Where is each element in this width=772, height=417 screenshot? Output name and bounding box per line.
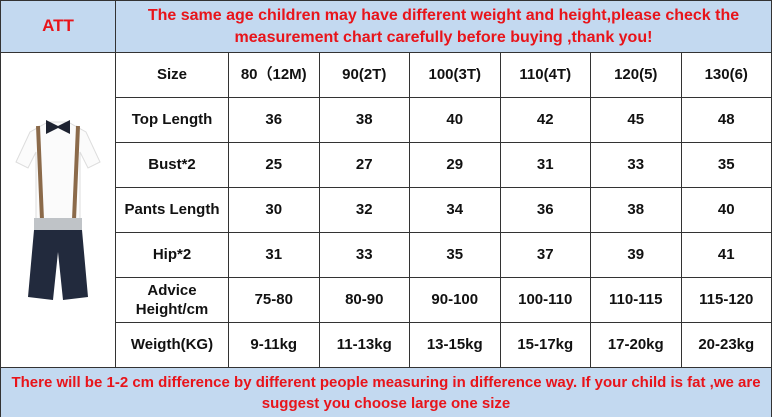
cell-value: 48 — [680, 97, 772, 143]
cell-value: 41 — [680, 232, 772, 278]
cell-value: 115-120 — [680, 277, 772, 323]
footer-row: There will be 1-2 cm difference by diffe… — [0, 367, 772, 417]
row-label: Bust*2 — [115, 142, 229, 188]
cell-value: 40 — [680, 187, 772, 233]
column-header: Size — [115, 52, 229, 98]
cell-value: 90-100 — [409, 277, 501, 323]
header-notice: The same age children may have different… — [115, 0, 772, 53]
outfit-illustration — [15, 120, 101, 301]
column-header: 80（12M) — [228, 52, 320, 98]
row-label: Pants Length — [115, 187, 229, 233]
cell-value: 11-13kg — [318, 322, 410, 368]
size-row: Bust*2 25 27 29 31 33 35 — [1, 142, 772, 188]
cell-value: 40 — [409, 97, 501, 143]
cell-value: 37 — [499, 232, 591, 278]
cell-value: 17-20kg — [590, 322, 682, 368]
cell-value: 32 — [318, 187, 410, 233]
cell-value: 110-115 — [590, 277, 682, 323]
cell-value: 27 — [318, 142, 410, 188]
cell-value: 35 — [680, 142, 772, 188]
cell-value: 80-90 — [318, 277, 410, 323]
column-header: 120(5) — [590, 52, 682, 98]
cell-value: 45 — [590, 97, 682, 143]
tag: ATT — [0, 0, 116, 53]
column-header-row: Size 80（12M) 90(2T) 100(3T) 110(4T) 120(5) 130… — [0, 52, 772, 368]
column-header: 110(4T) — [499, 52, 591, 98]
cell-value: 38 — [318, 97, 410, 143]
cell-value: 30 — [228, 187, 320, 233]
cell-value: 100-110 — [499, 277, 591, 323]
cell-value: 25 — [228, 142, 320, 188]
cell-value: 31 — [228, 232, 320, 278]
cell-value: 31 — [499, 142, 591, 188]
cell-value: 33 — [318, 232, 410, 278]
row-label: Weigth(KG) — [115, 322, 229, 368]
cell-value: 36 — [499, 187, 591, 233]
cell-value: 35 — [409, 232, 501, 278]
cell-value: 42 — [499, 97, 591, 143]
row-label: Advice Height/cm — [115, 277, 229, 323]
cell-value: 34 — [409, 187, 501, 233]
cell-value: 75-80 — [228, 277, 320, 323]
size-row: Top Length 36 38 40 42 45 48 — [1, 97, 772, 143]
cell-value: 15-17kg — [499, 322, 591, 368]
cell-value: 29 — [409, 142, 501, 188]
product-image-cell — [0, 52, 116, 368]
cell-value: 33 — [590, 142, 682, 188]
size-row: Hip*2 31 33 35 37 39 41 — [1, 232, 772, 278]
cell-value: 13-15kg — [409, 322, 501, 368]
column-header: 100(3T) — [409, 52, 501, 98]
cell-value: 38 — [590, 187, 682, 233]
size-row: Pants Length 30 32 34 36 38 40 — [1, 187, 772, 233]
cell-value: 9-11kg — [228, 322, 320, 368]
row-label: Top Length — [115, 97, 229, 143]
column-header: 90(2T) — [318, 52, 410, 98]
footer-notice: There will be 1-2 cm difference by diffe… — [0, 367, 772, 417]
size-row: Weigth(KG) 9-11kg 11-13kg 13-15kg 15-17kg 17-… — [1, 322, 772, 368]
size-row: Advice Height/cm 75-80 80-90 90-100 100-110 1… — [1, 277, 772, 323]
cell-value: 39 — [590, 232, 682, 278]
header-row: ATT The same age children may have diffe… — [0, 0, 772, 53]
column-header: 130(6) — [680, 52, 772, 98]
row-label: Hip*2 — [115, 232, 229, 278]
cell-value: 20-23kg — [680, 322, 772, 368]
cell-value: 36 — [228, 97, 320, 143]
